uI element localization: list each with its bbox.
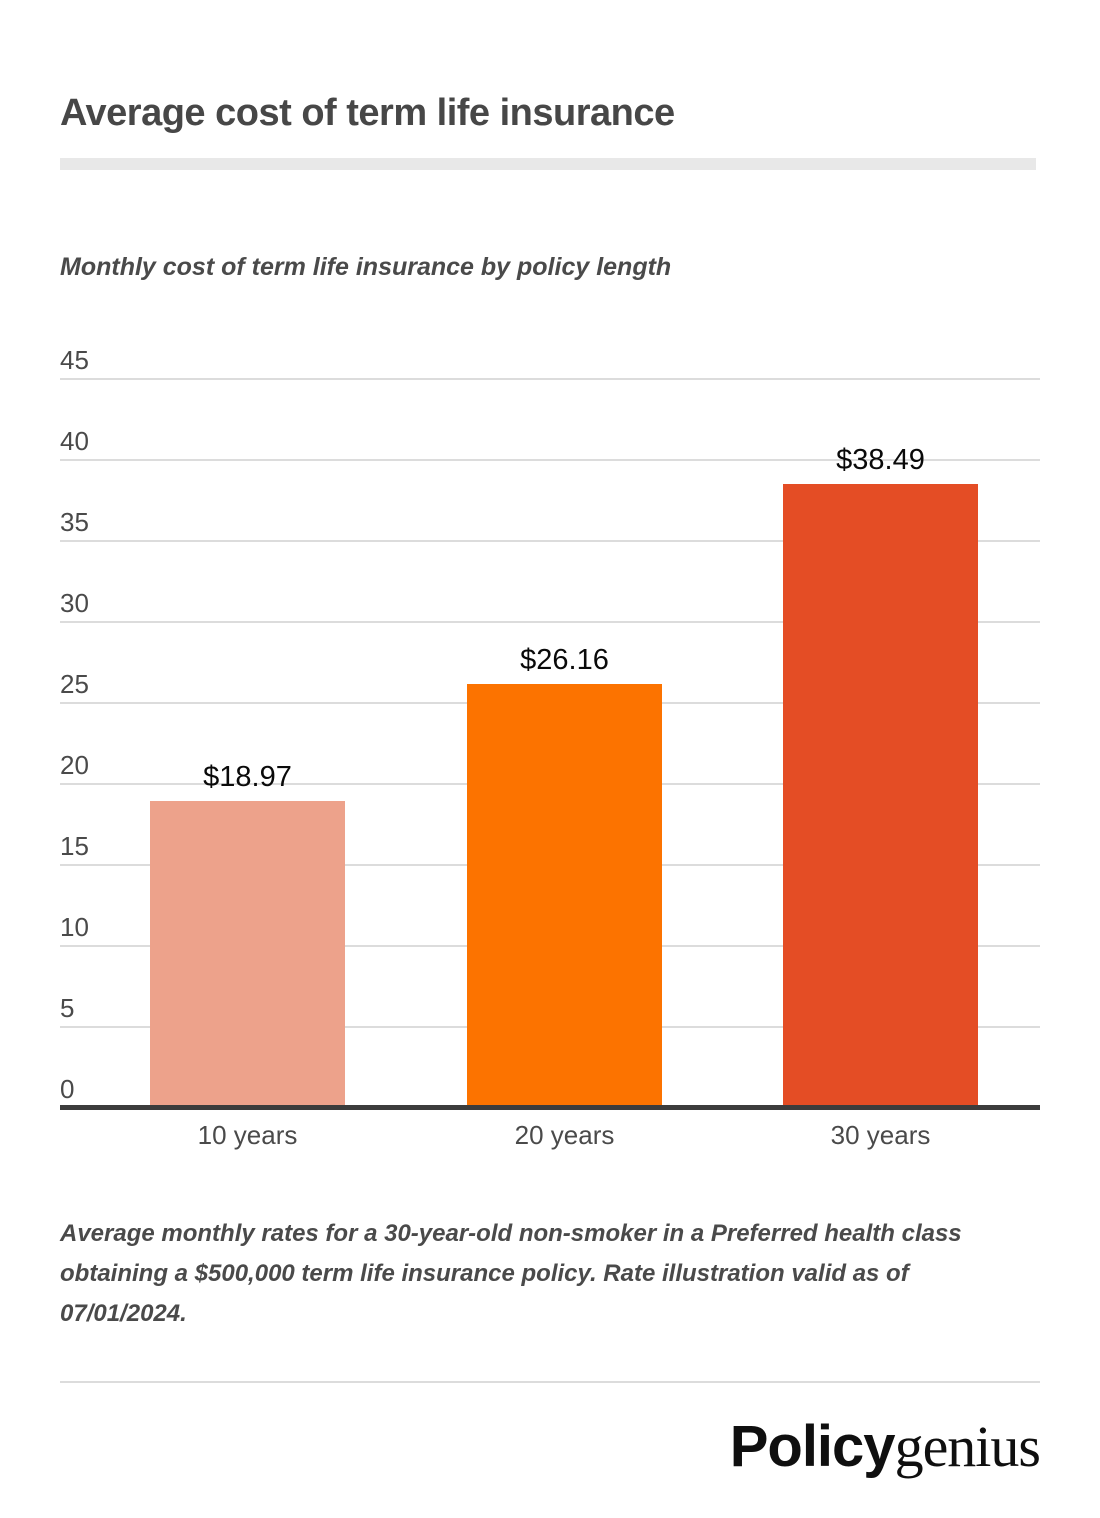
y-axis-tick-15: 15 [60,831,95,862]
y-axis-tick-30: 30 [60,588,95,619]
y-axis-tick-45: 45 [60,345,95,376]
bar-20-years [467,684,662,1108]
bar-value-label: $18.97 [203,761,292,793]
policygenius-logo: Policygenius [729,1413,1041,1480]
y-axis-tick-40: 40 [60,426,95,457]
page-title: Average cost of term life insurance [60,92,675,134]
bar-30-years [783,484,978,1108]
x-axis-tick-30-years: 30 years [830,1120,931,1150]
bar-value-label: $38.49 [836,444,925,476]
y-axis-tick-35: 35 [60,507,95,538]
chart-footnote: Average monthly rates for a 30-year-old … [60,1220,962,1327]
x-axis-tick-20-years: 20 years [514,1120,615,1150]
y-axis-tick-20: 20 [60,750,95,781]
footer-divider [60,1381,1040,1383]
chart-subtitle: Monthly cost of term life insurance by p… [60,253,672,281]
y-axis-tick-25: 25 [60,669,95,700]
gridline-40 [60,459,1040,461]
title-divider [60,158,1036,170]
y-axis-tick-5: 5 [60,993,81,1024]
x-axis-line [60,1105,1040,1110]
logo-text-genius: genius [894,1414,1041,1479]
bar-chart: 0 5 10 15 20 25 30 35 40 45 $18.97 10 years $26.16 20… [60,340,1040,1170]
bar-value-label: $26.16 [520,644,609,676]
bar-10-years [150,801,345,1108]
gridline-30 [60,621,1040,623]
x-axis-tick-10-years: 10 years [197,1120,298,1150]
gridline-35 [60,540,1040,542]
y-axis-tick-0: 0 [60,1074,81,1105]
gridline-45 [60,378,1040,380]
y-axis-tick-10: 10 [60,912,95,943]
logo-text-policy: Policy [729,1414,896,1479]
